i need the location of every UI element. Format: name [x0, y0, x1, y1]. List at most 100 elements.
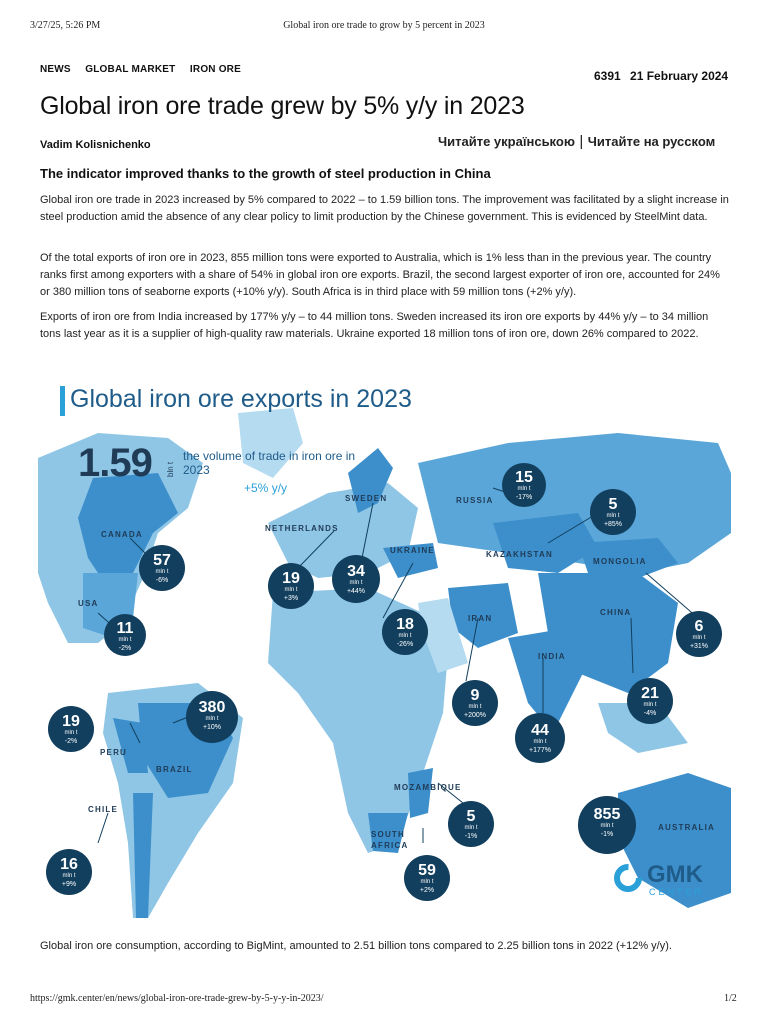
- title-accent-bar: [60, 386, 65, 416]
- country-label-chile: CHILE: [88, 805, 118, 814]
- export-bubble-australia: 855 mln t -1%: [578, 796, 636, 854]
- export-bubble-india: 44 mln t +177%: [515, 713, 565, 763]
- export-bubble-canada: 57 mln t -6%: [139, 545, 185, 591]
- export-change: -2%: [118, 645, 132, 652]
- lang-separator: |: [579, 133, 584, 150]
- gmk-center-logo: GMK CENTER: [613, 861, 703, 898]
- article-paragraph-1: Global iron ore trade in 2023 increased …: [40, 194, 729, 223]
- export-unit: mln t: [284, 587, 298, 593]
- country-label-south-africa: SOUTH AFRICA: [371, 830, 409, 850]
- export-bubble-iran: 9 mln t +200%: [452, 680, 498, 726]
- gmk-logo-icon: [614, 864, 642, 892]
- export-bubble-usa: 11 mln t -2%: [104, 614, 146, 656]
- export-bubble-ukraine: 18 mln t -26%: [382, 609, 428, 655]
- export-unit: mln t: [464, 825, 478, 831]
- export-unit: mln t: [398, 633, 412, 639]
- infographic-iron-ore-exports: Global iron ore exports in 2023 1.59 bln…: [38, 373, 731, 921]
- total-change-suffix: y/y: [271, 481, 288, 495]
- export-change: +10%: [202, 724, 222, 731]
- article-paragraph-4: Global iron ore consumption, according t…: [40, 940, 672, 952]
- export-value: 855: [593, 806, 621, 823]
- export-bubble-mozambique: 5 mln t -1%: [448, 801, 494, 847]
- export-change: -4%: [643, 710, 657, 717]
- export-bubble-mongolia: 6 mln t +31%: [676, 611, 722, 657]
- country-label-sweden: SWEDEN: [345, 494, 388, 503]
- read-ukrainian-link[interactable]: Читайте українською: [438, 134, 575, 149]
- article-paragraph-2: Of the total exports of iron ore in 2023…: [40, 252, 720, 298]
- country-label-mongolia: MONGOLIA: [593, 557, 647, 566]
- export-unit: mln t: [64, 730, 78, 736]
- country-label-australia: AUSTRALIA: [658, 823, 716, 832]
- export-bubble-peru: 19 mln t -2%: [48, 706, 94, 752]
- export-bubble-kazakhstan: 5 mln t +85%: [590, 489, 636, 535]
- export-value: 19: [282, 570, 300, 587]
- export-bubble-south-africa: 59 mln t +2%: [404, 855, 450, 901]
- export-change: +200%: [464, 712, 486, 719]
- country-label-kazakhstan: KAZAKHSTAN: [486, 550, 553, 559]
- export-value: 15: [515, 469, 533, 486]
- export-unit: mln t: [62, 873, 76, 879]
- language-links: Читайте українською | Читайте на русском: [438, 133, 715, 151]
- total-change-value: +5%: [244, 481, 269, 495]
- export-unit: mln t: [468, 704, 482, 710]
- nav-global-market-link[interactable]: GLOBAL MARKET: [85, 64, 176, 75]
- export-change: +3%: [283, 595, 299, 602]
- print-datetime: 3/27/25, 5:26 PM: [30, 20, 101, 31]
- export-value: 21: [641, 685, 659, 702]
- export-bubble-netherlands: 19 mln t +3%: [268, 563, 314, 609]
- export-unit: mln t: [420, 879, 434, 885]
- total-trade-value: 1.59: [78, 441, 153, 485]
- export-change: +31%: [689, 643, 709, 650]
- nav-iron-ore-link[interactable]: IRON ORE: [189, 64, 241, 75]
- author-name: Vadim Kolisnichenko: [40, 139, 151, 151]
- export-unit: mln t: [205, 716, 219, 722]
- export-value: 34: [347, 563, 365, 580]
- export-change: +44%: [346, 588, 366, 595]
- total-trade-change: +5% y/y: [244, 481, 287, 495]
- world-map: [38, 408, 731, 918]
- export-bubble-russia: 15 mln t -17%: [502, 463, 546, 507]
- gmk-logo-text: GMK: [647, 861, 703, 888]
- article-meta: 6391 21 February 2024: [594, 69, 728, 83]
- country-label-usa: USA: [78, 599, 99, 608]
- country-label-china: CHINA: [600, 608, 632, 617]
- export-unit: mln t: [533, 739, 547, 745]
- export-change: -2%: [64, 738, 78, 745]
- country-label-iran: IRAN: [468, 614, 493, 623]
- export-change: -17%: [515, 494, 533, 501]
- publish-date: 21 February 2024: [630, 69, 729, 83]
- export-value: 5: [608, 496, 618, 513]
- export-bubble-chile: 16 mln t +9%: [46, 849, 92, 895]
- nav-news-link[interactable]: NEWS: [40, 64, 71, 75]
- export-change: -26%: [396, 641, 414, 648]
- export-value: 57: [153, 552, 171, 569]
- total-trade-description: the volume of trade in iron ore in 2023: [183, 449, 356, 477]
- export-bubble-brazil: 380 mln t +10%: [186, 691, 238, 743]
- country-label-netherlands: NETHERLANDS: [265, 524, 339, 533]
- print-doc-title: Global iron ore trade to grow by 5 perce…: [283, 20, 485, 31]
- read-russian-link[interactable]: Читайте на русском: [587, 134, 716, 149]
- country-label-mozambique: MOZAMBIQUE: [394, 783, 462, 792]
- export-value: 9: [470, 687, 480, 704]
- country-label-brazil: BRAZIL: [156, 765, 193, 774]
- export-change: -1%: [464, 833, 478, 840]
- article-paragraph-3: Exports of iron ore from India increased…: [40, 311, 709, 340]
- export-change: +9%: [61, 881, 77, 888]
- view-count: 6391: [594, 69, 621, 83]
- export-bubble-sweden: 34 mln t +44%: [332, 555, 380, 603]
- export-change: +85%: [603, 521, 623, 528]
- export-unit: mln t: [349, 580, 363, 586]
- export-unit: mln t: [600, 823, 614, 829]
- print-page-number: 1/2: [724, 993, 737, 1004]
- export-bubble-china: 21 mln t -4%: [627, 678, 673, 724]
- export-value: 380: [198, 699, 226, 716]
- export-unit: mln t: [692, 635, 706, 641]
- export-value: 59: [418, 862, 436, 879]
- export-unit: mln t: [118, 637, 132, 643]
- export-unit: mln t: [643, 702, 657, 708]
- article-lead: The indicator improved thanks to the gro…: [40, 166, 491, 181]
- export-value: 18: [396, 616, 414, 633]
- export-unit: mln t: [606, 513, 620, 519]
- export-change: -1%: [600, 831, 614, 838]
- export-value: 19: [62, 713, 80, 730]
